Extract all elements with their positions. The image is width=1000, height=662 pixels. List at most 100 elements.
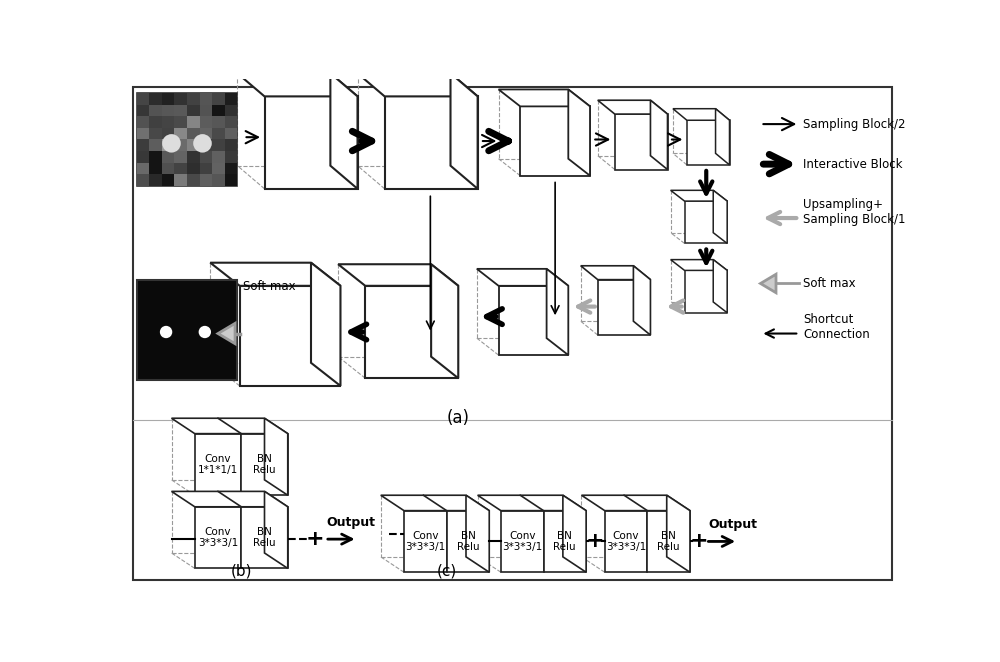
Polygon shape (212, 128, 225, 140)
Polygon shape (187, 105, 200, 117)
Polygon shape (174, 128, 187, 140)
Polygon shape (137, 279, 237, 380)
Polygon shape (200, 105, 212, 117)
Polygon shape (149, 117, 162, 128)
Text: BN
Relu: BN Relu (657, 531, 680, 552)
Text: Conv
3*3*3/1: Conv 3*3*3/1 (606, 531, 646, 552)
Polygon shape (174, 163, 187, 174)
Polygon shape (200, 151, 212, 163)
Polygon shape (137, 128, 149, 140)
Polygon shape (212, 93, 225, 105)
Polygon shape (212, 93, 225, 105)
Polygon shape (647, 510, 690, 572)
Polygon shape (225, 128, 237, 140)
Polygon shape (137, 105, 149, 117)
Polygon shape (137, 140, 149, 151)
Polygon shape (212, 117, 225, 128)
Polygon shape (174, 151, 187, 163)
Polygon shape (568, 89, 590, 175)
Polygon shape (225, 140, 237, 151)
Polygon shape (200, 93, 212, 105)
Polygon shape (598, 279, 650, 335)
Text: Conv
3*3*3/1: Conv 3*3*3/1 (198, 527, 238, 548)
Polygon shape (466, 495, 489, 572)
Text: +: + (690, 532, 709, 551)
Polygon shape (137, 117, 149, 128)
Text: Shortcut
Connection: Shortcut Connection (803, 313, 870, 342)
Polygon shape (200, 140, 212, 151)
Polygon shape (225, 151, 237, 163)
Polygon shape (210, 263, 340, 286)
Polygon shape (667, 495, 690, 572)
Text: BN
Relu: BN Relu (554, 531, 576, 552)
Polygon shape (225, 105, 237, 117)
Polygon shape (544, 510, 586, 572)
Polygon shape (149, 151, 162, 163)
Polygon shape (187, 105, 200, 117)
Polygon shape (195, 507, 241, 569)
Polygon shape (149, 117, 162, 128)
Polygon shape (187, 151, 200, 163)
Polygon shape (137, 151, 149, 163)
Text: Soft max: Soft max (803, 277, 856, 290)
Polygon shape (187, 140, 200, 151)
Polygon shape (358, 73, 478, 97)
Polygon shape (187, 93, 200, 105)
Polygon shape (225, 117, 237, 128)
Text: Output: Output (326, 516, 376, 529)
Text: +: + (586, 532, 605, 551)
Polygon shape (149, 140, 162, 151)
Polygon shape (137, 163, 149, 174)
Polygon shape (605, 510, 647, 572)
Polygon shape (162, 117, 174, 128)
Polygon shape (212, 151, 225, 163)
Polygon shape (137, 93, 237, 186)
Circle shape (160, 326, 172, 338)
Polygon shape (187, 151, 200, 163)
Polygon shape (212, 105, 225, 117)
Polygon shape (225, 140, 237, 151)
Polygon shape (225, 163, 237, 174)
Polygon shape (162, 163, 174, 174)
Polygon shape (365, 286, 458, 378)
Polygon shape (225, 117, 237, 128)
Text: Output: Output (709, 518, 758, 532)
Polygon shape (200, 163, 212, 174)
Polygon shape (225, 151, 237, 163)
Text: (a): (a) (447, 409, 470, 427)
Polygon shape (133, 87, 892, 580)
Polygon shape (187, 128, 200, 140)
Polygon shape (212, 140, 225, 151)
Polygon shape (149, 128, 162, 140)
Text: BN
Relu: BN Relu (253, 527, 276, 548)
Polygon shape (200, 140, 212, 151)
Polygon shape (149, 128, 162, 140)
Polygon shape (200, 105, 212, 117)
Polygon shape (137, 151, 149, 163)
Polygon shape (137, 93, 149, 105)
Polygon shape (563, 495, 586, 572)
Polygon shape (172, 418, 288, 434)
Polygon shape (149, 163, 162, 174)
Text: +: + (306, 529, 324, 549)
Polygon shape (174, 174, 187, 186)
Polygon shape (447, 510, 489, 572)
Polygon shape (685, 201, 727, 244)
Polygon shape (137, 140, 149, 151)
Polygon shape (241, 434, 288, 495)
Polygon shape (200, 117, 212, 128)
Polygon shape (187, 128, 200, 140)
Polygon shape (174, 117, 187, 128)
Polygon shape (162, 163, 174, 174)
Polygon shape (162, 93, 174, 105)
Polygon shape (212, 174, 225, 186)
Polygon shape (137, 174, 149, 186)
Polygon shape (200, 117, 212, 128)
Polygon shape (501, 510, 544, 572)
Polygon shape (149, 174, 162, 186)
Circle shape (193, 134, 212, 152)
Polygon shape (187, 140, 200, 151)
Polygon shape (687, 120, 730, 165)
Text: Conv
3*3*3/1: Conv 3*3*3/1 (405, 531, 445, 552)
Polygon shape (187, 174, 200, 186)
